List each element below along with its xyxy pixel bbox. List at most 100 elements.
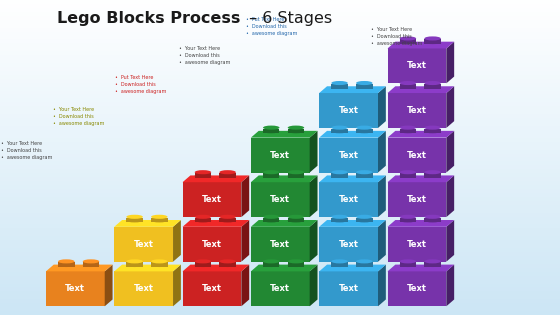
Ellipse shape	[263, 129, 279, 133]
Text: Text: Text	[202, 195, 222, 204]
Bar	[0, 311, 560, 315]
Bar	[0, 39, 560, 43]
Polygon shape	[378, 175, 386, 217]
Bar	[288, 218, 304, 222]
Polygon shape	[319, 175, 386, 182]
Ellipse shape	[263, 126, 279, 130]
Bar	[0, 74, 560, 79]
Ellipse shape	[356, 174, 372, 178]
Bar	[0, 263, 560, 268]
Ellipse shape	[220, 170, 236, 174]
Bar	[319, 93, 378, 128]
Bar	[0, 110, 560, 114]
Polygon shape	[378, 131, 386, 173]
Bar	[388, 227, 446, 262]
Bar	[332, 262, 348, 267]
Bar	[0, 145, 560, 150]
Bar	[0, 19, 560, 24]
Polygon shape	[319, 265, 386, 272]
Bar	[424, 129, 441, 133]
Text: Text: Text	[339, 240, 358, 249]
Ellipse shape	[288, 170, 304, 174]
Ellipse shape	[356, 215, 372, 219]
Bar	[0, 165, 560, 169]
Polygon shape	[388, 86, 454, 93]
Bar	[195, 218, 211, 222]
Bar	[0, 59, 560, 63]
Ellipse shape	[332, 170, 348, 174]
Bar	[0, 200, 560, 205]
Ellipse shape	[400, 218, 416, 222]
Bar	[0, 192, 560, 197]
Bar	[0, 287, 560, 291]
Polygon shape	[319, 220, 386, 227]
Text: Text: Text	[202, 240, 222, 249]
Ellipse shape	[195, 218, 211, 222]
Polygon shape	[446, 175, 454, 217]
Ellipse shape	[356, 81, 372, 85]
Polygon shape	[241, 220, 249, 262]
Polygon shape	[183, 265, 249, 272]
Bar	[0, 212, 560, 217]
Bar	[0, 220, 560, 224]
Text: •  Put Text Here
•  Download this
•  awesome diagram: • Put Text Here • Download this • awesom…	[115, 76, 166, 94]
Ellipse shape	[400, 85, 416, 89]
Bar	[0, 15, 560, 20]
Bar	[0, 47, 560, 51]
Polygon shape	[114, 220, 181, 227]
Bar	[0, 106, 560, 110]
Ellipse shape	[424, 218, 441, 222]
Bar	[0, 31, 560, 36]
Ellipse shape	[288, 129, 304, 133]
Bar	[0, 243, 560, 248]
Bar	[0, 94, 560, 98]
Ellipse shape	[151, 218, 167, 222]
Ellipse shape	[400, 174, 416, 178]
Bar	[0, 271, 560, 276]
Ellipse shape	[400, 215, 416, 219]
Bar	[251, 272, 310, 306]
Bar	[0, 66, 560, 71]
Ellipse shape	[332, 126, 348, 130]
Bar	[0, 161, 560, 165]
Ellipse shape	[58, 263, 74, 267]
Ellipse shape	[424, 259, 441, 263]
Ellipse shape	[332, 129, 348, 133]
Ellipse shape	[83, 259, 99, 263]
Bar	[0, 157, 560, 161]
Bar	[288, 129, 304, 133]
Polygon shape	[446, 131, 454, 173]
Bar	[0, 283, 560, 287]
Bar	[263, 262, 279, 267]
Bar	[0, 306, 560, 311]
Bar	[388, 93, 446, 128]
Bar	[114, 272, 173, 306]
Bar	[424, 84, 441, 89]
Bar	[195, 173, 211, 178]
Polygon shape	[319, 86, 386, 93]
Bar	[0, 232, 560, 236]
Bar	[0, 224, 560, 228]
Bar	[127, 218, 143, 222]
Polygon shape	[446, 86, 454, 128]
Polygon shape	[446, 42, 454, 83]
Bar	[332, 84, 348, 89]
Ellipse shape	[195, 170, 211, 174]
Ellipse shape	[356, 85, 372, 89]
Ellipse shape	[400, 81, 416, 85]
Ellipse shape	[151, 259, 167, 263]
Ellipse shape	[332, 174, 348, 178]
Bar	[400, 39, 416, 44]
Bar	[151, 218, 167, 222]
Bar	[0, 240, 560, 244]
Text: Text: Text	[407, 61, 427, 71]
Text: Text: Text	[339, 284, 358, 293]
Text: Text: Text	[407, 195, 427, 204]
Bar	[0, 43, 560, 47]
Ellipse shape	[424, 37, 441, 41]
Bar	[0, 82, 560, 87]
Ellipse shape	[220, 174, 236, 178]
Text: Text: Text	[407, 106, 427, 115]
Bar	[0, 295, 560, 299]
Bar	[263, 173, 279, 178]
